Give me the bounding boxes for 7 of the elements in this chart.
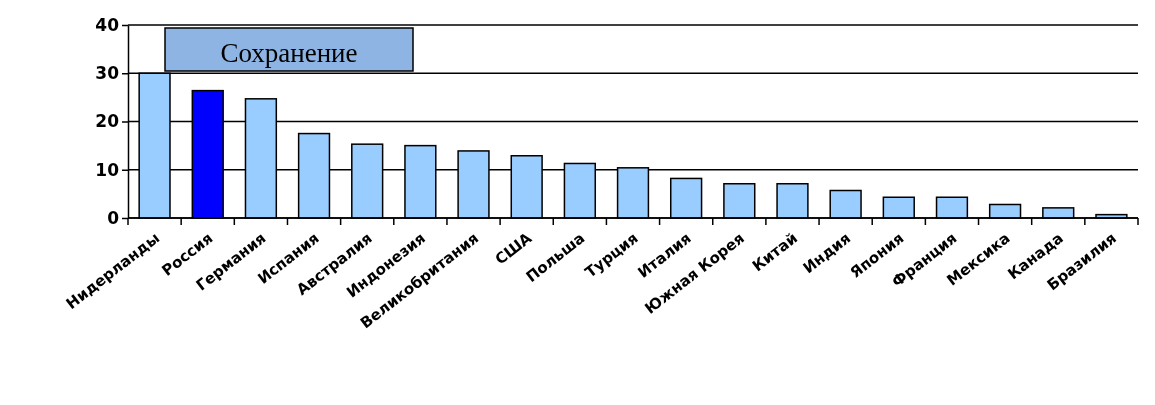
y-tick-label: 30 <box>95 63 120 84</box>
y-tick-label: 20 <box>95 111 120 132</box>
annotation: Сохранение <box>220 38 358 68</box>
y-tick-label: 10 <box>95 159 120 180</box>
y-tick-label: 0 <box>107 207 120 228</box>
y-tick-label: 40 <box>95 14 120 35</box>
label-box: Сохранение <box>164 27 414 72</box>
